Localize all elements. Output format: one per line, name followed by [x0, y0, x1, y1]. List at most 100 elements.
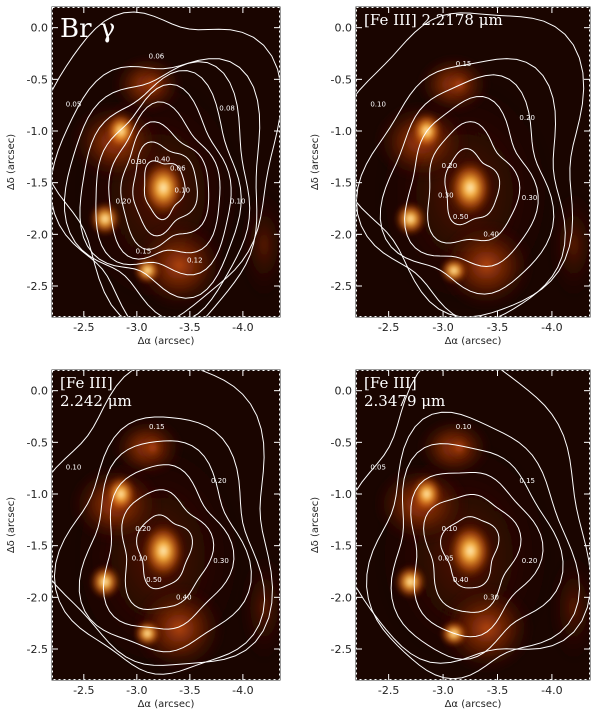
contour-level	[52, 370, 274, 666]
x-tick-label: -4.0	[541, 321, 562, 334]
contour-label: 0.40	[176, 594, 192, 602]
contour-level	[379, 74, 555, 295]
contour-level	[356, 58, 566, 317]
y-tick-label: -1.0	[27, 125, 48, 138]
y-tick-label: -2.5	[331, 643, 352, 656]
contour-label: 0.15	[519, 477, 535, 485]
y-tick-label: 0.0	[335, 22, 353, 35]
contour-label: 0.20	[442, 162, 458, 170]
y-tick-label: -1.0	[331, 488, 352, 501]
x-tick-label: -2.5	[73, 321, 94, 334]
contours: 0.05 0.10 0.15 0.20 0.30 0.40 0.05 0.10	[356, 370, 590, 680]
contour-level	[423, 494, 522, 613]
emission-map: 0.05 0.10 0.15 0.20 0.30 0.40 0.05 0.10	[356, 370, 590, 680]
y-axis-label: Δδ (arcsec)	[6, 134, 17, 190]
contour-level	[95, 83, 232, 276]
y-tick-label: -1.0	[27, 488, 48, 501]
contour-level	[52, 58, 261, 317]
panel-4: 0.05 0.10 0.15 0.20 0.30 0.40 0.05 0.10 [Fe III]…	[310, 369, 591, 710]
panel-1: 0.050.060.080.100.120.150.200.30 0.400.06…	[6, 6, 281, 347]
contour-label: 0.50	[453, 213, 469, 221]
x-tick-label: -3.0	[126, 321, 147, 334]
contour-label: 0.40	[453, 576, 469, 584]
x-axis-label: Δα (arcsec)	[138, 336, 195, 347]
contours: 0.050.060.080.100.120.150.200.30 0.400.06…	[52, 11, 280, 317]
x-tick-label: -4.0	[232, 684, 253, 697]
x-tick-label: -3.5	[179, 321, 200, 334]
y-tick-label: -2.0	[27, 228, 48, 241]
contour-level	[404, 95, 539, 268]
contour-level	[52, 11, 280, 317]
y-tick-label: -0.5	[331, 73, 352, 86]
contour-level	[120, 121, 210, 250]
contour-level	[427, 121, 521, 244]
emission-map: 0.050.060.080.100.120.150.200.30 0.400.06…	[52, 11, 280, 317]
y-tick-label: 0.0	[31, 385, 49, 398]
panel-3: 0.10 0.15 0.20 0.30 0.40 0.50 0.10 0.20 [Fe III]…	[6, 369, 281, 710]
contour-level	[63, 61, 251, 317]
contour-label: 0.15	[149, 423, 165, 431]
contour-label: 0.20	[211, 477, 227, 485]
contour-level	[410, 472, 544, 638]
y-axis-label: Δδ (arcsec)	[6, 497, 17, 553]
y-tick-label: -1.5	[27, 540, 48, 553]
y-tick-label: 0.0	[335, 385, 353, 398]
y-tick-label: -2.0	[331, 591, 352, 604]
x-axis-label: Δα (arcsec)	[445, 336, 502, 347]
contour-label: 0.08	[219, 104, 235, 112]
contour-label: 0.40	[483, 231, 499, 239]
y-tick-label: 0.0	[31, 22, 49, 35]
contour-level	[356, 12, 585, 317]
x-axis-label: Δα (arcsec)	[138, 699, 195, 710]
contour-level	[444, 148, 501, 226]
emission-map: 0.10 0.15 0.20 0.30 0.40 0.50 0.10 0.20	[52, 370, 280, 675]
contour-level	[356, 370, 590, 664]
contour-label: 0.10	[66, 463, 82, 471]
x-tick-label: -3.5	[487, 321, 508, 334]
contours: 0.10 0.15 0.20 0.30 0.40 0.50 0.10 0.20	[52, 370, 274, 675]
contour-label: 0.05	[370, 463, 386, 471]
contour-label: 0.10	[230, 198, 246, 206]
contour-label: 0.20	[519, 114, 535, 122]
emission-map: 0.10 0.15 0.20 0.30 0.40 0.50 0.30 0.20	[356, 12, 590, 317]
y-tick-label: -1.0	[331, 125, 352, 138]
x-tick-label: -3.5	[179, 684, 200, 697]
y-tick-label: -2.5	[27, 643, 48, 656]
contour-level	[121, 489, 215, 611]
x-tick-label: -3.0	[126, 684, 147, 697]
panel-title: [Fe III] 2.2178 μm	[364, 11, 503, 29]
x-tick-label: -3.5	[487, 684, 508, 697]
contour-label: 0.06	[149, 53, 165, 61]
contour-level	[79, 70, 242, 299]
contour-label: 0.15	[456, 60, 472, 68]
x-tick-label: -4.0	[232, 321, 253, 334]
contour-label: 0.50	[146, 576, 162, 584]
contour-level	[143, 160, 186, 221]
y-axis-label: Δδ (arcsec)	[310, 134, 321, 190]
contour-label: 0.30	[131, 158, 147, 166]
x-tick-label: -2.5	[378, 684, 399, 697]
x-tick-label: -3.0	[432, 321, 453, 334]
y-tick-label: -2.5	[27, 280, 48, 293]
contour-level	[440, 516, 500, 589]
contour-label: 0.20	[135, 525, 151, 533]
contour-label: 0.10	[456, 423, 472, 431]
contour-label: 0.30	[438, 191, 454, 199]
contour-level	[366, 411, 581, 680]
contour-level	[53, 416, 266, 675]
y-tick-label: -1.5	[331, 540, 352, 553]
x-axis-label: Δα (arcsec)	[445, 699, 502, 710]
y-tick-label: -0.5	[331, 436, 352, 449]
panel-title: [Fe III]	[364, 374, 417, 392]
contour-label: 0.40	[155, 155, 171, 163]
contour-label: 0.10	[132, 554, 148, 562]
contour-label: 0.20	[522, 557, 538, 565]
contour-label: 0.10	[442, 525, 458, 533]
contour-label: 0.05	[66, 100, 82, 108]
contour-label: 0.20	[116, 197, 132, 205]
contour-level	[132, 141, 198, 237]
contours: 0.10 0.15 0.20 0.30 0.40 0.50 0.30 0.20	[356, 12, 585, 317]
x-tick-label: -3.0	[432, 684, 453, 697]
x-tick-label: -4.0	[541, 684, 562, 697]
y-tick-label: -0.5	[27, 436, 48, 449]
